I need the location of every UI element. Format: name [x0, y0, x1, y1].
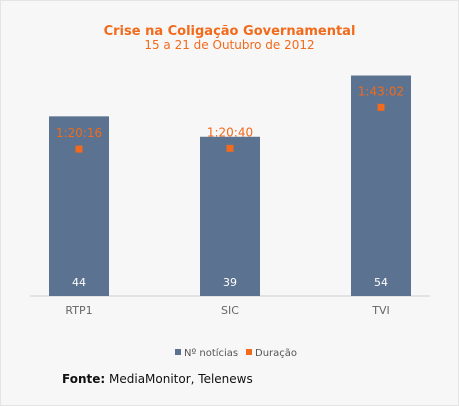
duration-label: 1:20:16 [56, 126, 102, 140]
legend: Nº notícias Duração [175, 347, 297, 359]
source-text: MediaMonitor, Telenews [109, 372, 253, 386]
bar-sic [200, 136, 260, 296]
bar-rtp1 [49, 116, 109, 296]
source-label: Fonte: [62, 372, 106, 386]
bar-tvi [351, 75, 411, 297]
bar-value-label: 44 [72, 276, 86, 289]
duration-marker [377, 103, 385, 111]
legend-swatch-duracao [246, 349, 252, 355]
legend-label-noticias: Nº notícias [184, 347, 238, 359]
legend-label-duracao: Duração [255, 348, 297, 359]
chart-title: Crise na Coligação Governamental [104, 24, 356, 39]
duration-marker [226, 144, 234, 152]
source-note: Fonte: MediaMonitor, Telenews [62, 372, 253, 386]
bar-value-label: 39 [223, 276, 237, 289]
duration-label: 1:43:02 [358, 84, 404, 98]
duration-marker [75, 145, 83, 153]
category-label: SIC [221, 304, 239, 317]
bar-value-label: 54 [374, 276, 388, 289]
legend-swatch-noticias [175, 349, 181, 355]
category-label: RTP1 [65, 304, 92, 317]
category-label: TVI [371, 304, 390, 317]
chart-marks: 44 RTP1 1:20:16 39 SIC 1:20:40 54 TVI 1:43:02 [49, 75, 411, 317]
duration-label: 1:20:40 [207, 125, 253, 139]
chart-subtitle: 15 a 21 de Outubro de 2012 [144, 38, 314, 52]
